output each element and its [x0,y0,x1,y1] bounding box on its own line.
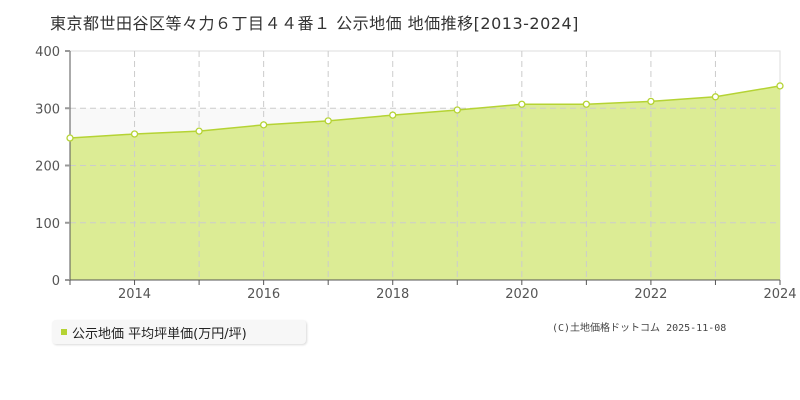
y-tick-label: 100 [35,217,60,232]
x-tick-label: 2014 [118,287,151,302]
data-point-marker [389,111,397,119]
x-tick-label: 2024 [763,287,796,302]
x-tick-label: 2016 [247,287,280,302]
chart-title: 東京都世田谷区等々力６丁目４４番１ 公示地価 地価推移[2013-2024] [50,14,579,33]
data-point-marker [259,121,268,129]
legend-swatch [61,329,67,335]
area-fill [70,85,780,280]
y-tick-label: 400 [35,45,60,60]
data-point-marker [324,117,332,125]
data-point-marker [647,97,655,106]
y-tick-label: 200 [35,160,60,175]
data-point-marker [66,134,74,142]
legend-label: 公示地価 平均坪単価(万円/坪) [72,326,247,342]
data-point-marker [582,100,591,108]
x-tick-label: 2018 [376,287,409,302]
copyright-credit: (C)土地価格ドットコム 2025-11-08 [552,323,727,334]
y-tick-label: 0 [52,274,60,289]
data-point-marker [518,100,526,108]
data-point-marker [776,82,784,90]
x-tick-label: 2022 [634,287,667,302]
data-point-marker [130,130,139,138]
data-point-marker [453,106,461,114]
data-point-marker [711,93,720,101]
data-point-marker [195,127,203,135]
y-tick-label: 300 [35,102,60,117]
plot-area: 0 100 200 300 400 2014 2016 2018 2020 2022 2024 [35,45,796,302]
legend: 公示地価 平均坪単価(万円/坪) [52,320,306,344]
chart-plot: 0 100 200 300 400 2014 2016 2018 2020 2022 2024 [35,45,796,302]
x-tick-label: 2020 [505,287,538,302]
series-line [69,85,781,139]
